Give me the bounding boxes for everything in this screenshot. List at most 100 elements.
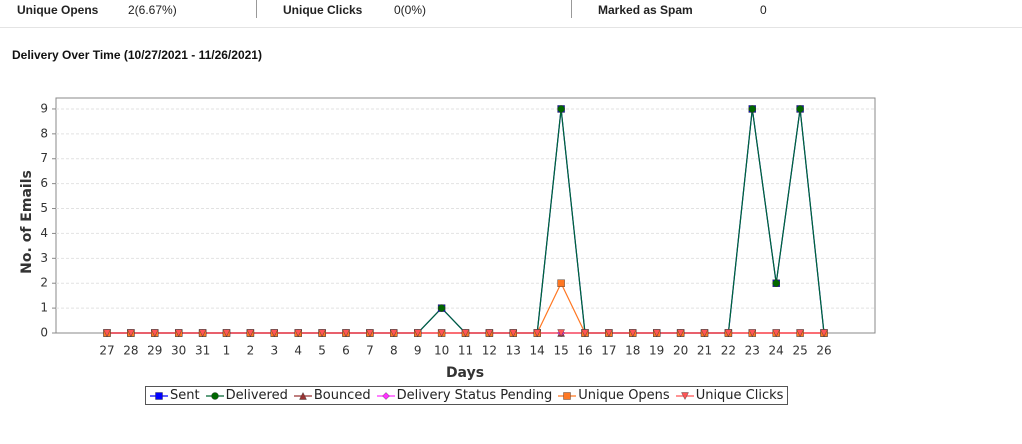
y-tick-label: 9 [40, 101, 48, 115]
legend-label: Delivered [225, 388, 288, 403]
marker [533, 329, 542, 337]
x-tick-label: 30 [171, 344, 186, 358]
x-tick-label: 22 [721, 344, 736, 358]
x-tick-label: 12 [482, 344, 497, 358]
marker [270, 329, 279, 337]
legend-icon [675, 391, 694, 400]
legend-icon [150, 391, 168, 400]
x-tick-label: 18 [625, 344, 640, 358]
x-tick-label: 31 [195, 344, 210, 358]
y-tick-label: 4 [40, 226, 48, 240]
marker [748, 105, 756, 113]
separator [256, 0, 257, 18]
marker [557, 329, 565, 337]
marker [796, 329, 804, 337]
marker [342, 329, 350, 337]
marker [413, 329, 422, 337]
marker [485, 329, 494, 337]
x-tick-label: 11 [458, 344, 473, 358]
legend-item: Delivered [205, 388, 288, 403]
x-tick-label: 16 [577, 344, 592, 358]
y-tick-label: 0 [40, 326, 48, 340]
marker [127, 329, 135, 337]
stat-label: Unique Clicks [283, 3, 363, 17]
stat-value: 0 [760, 3, 767, 17]
legend-item: Bounced [293, 388, 371, 403]
x-tick-label: 7 [366, 344, 374, 358]
legend-item: Sent [150, 388, 200, 403]
marker [103, 329, 111, 337]
marker [772, 279, 780, 287]
legend-label: Delivery Status Pending [396, 388, 553, 403]
legend-label: Unique Opens [578, 388, 670, 403]
x-tick-label: 20 [673, 344, 688, 358]
marker [557, 105, 565, 113]
marker [246, 329, 255, 337]
marker [174, 329, 183, 337]
legend-icon [293, 391, 312, 400]
marker [820, 329, 828, 337]
marker [222, 329, 231, 337]
marker [299, 391, 307, 400]
x-tick-label: 4 [294, 344, 302, 358]
legend-item: Unique Clicks [675, 388, 784, 403]
x-tick-label: 10 [434, 344, 449, 358]
marker [563, 391, 571, 400]
x-tick-label: 15 [553, 344, 568, 358]
marker [724, 329, 733, 337]
stat-label: Marked as Spam [598, 3, 693, 17]
x-tick-label: 23 [745, 344, 760, 358]
marker [389, 329, 398, 337]
x-tick-label: 17 [601, 344, 616, 358]
x-tick-label: 8 [390, 344, 398, 358]
x-tick-label: 27 [99, 344, 114, 358]
x-tick-label: 21 [697, 344, 712, 358]
marker [210, 391, 219, 400]
marker [748, 329, 757, 337]
marker [318, 329, 326, 337]
marker [437, 304, 446, 312]
stat-value: 0(0%) [394, 3, 427, 17]
marker [581, 329, 589, 337]
x-tick-label: 14 [530, 344, 545, 358]
legend-icon [205, 391, 224, 400]
x-tick-label: 2 [247, 344, 255, 358]
y-tick-label: 8 [40, 126, 48, 140]
legend-label: Unique Clicks [695, 388, 784, 403]
marker [652, 329, 661, 337]
plot-area [55, 97, 876, 334]
x-tick-label: 1 [223, 344, 231, 358]
marker [294, 329, 303, 337]
y-axis-title: No. of Emails [19, 170, 35, 274]
y-tick-label: 5 [40, 201, 48, 215]
legend-item: Unique Opens [558, 388, 670, 403]
x-tick-label: 25 [792, 344, 807, 358]
marker [437, 329, 446, 337]
marker [155, 391, 163, 400]
x-tick-label: 6 [342, 344, 350, 358]
marker [628, 329, 637, 337]
marker [796, 105, 804, 113]
x-tick-label: 29 [147, 344, 162, 358]
legend-label: Bounced [313, 388, 371, 403]
marker [198, 329, 207, 337]
legend-label: Sent [170, 388, 200, 403]
x-tick-label: 28 [123, 344, 138, 358]
marker [461, 329, 470, 337]
y-tick-label: 3 [40, 251, 48, 265]
separator [571, 0, 572, 18]
divider [0, 27, 1022, 28]
marker [680, 391, 689, 400]
legend-icon [558, 391, 577, 400]
x-tick-label: 13 [506, 344, 521, 358]
y-tick-label: 7 [40, 151, 48, 165]
marker [700, 329, 709, 337]
legend-item: Delivery Status Pending [376, 388, 553, 403]
x-tick-label: 26 [816, 344, 831, 358]
legend-icon [376, 391, 395, 400]
stat-value: 2(6.67%) [128, 3, 177, 17]
y-tick-label: 1 [40, 301, 48, 315]
y-tick-label: 6 [40, 176, 48, 190]
